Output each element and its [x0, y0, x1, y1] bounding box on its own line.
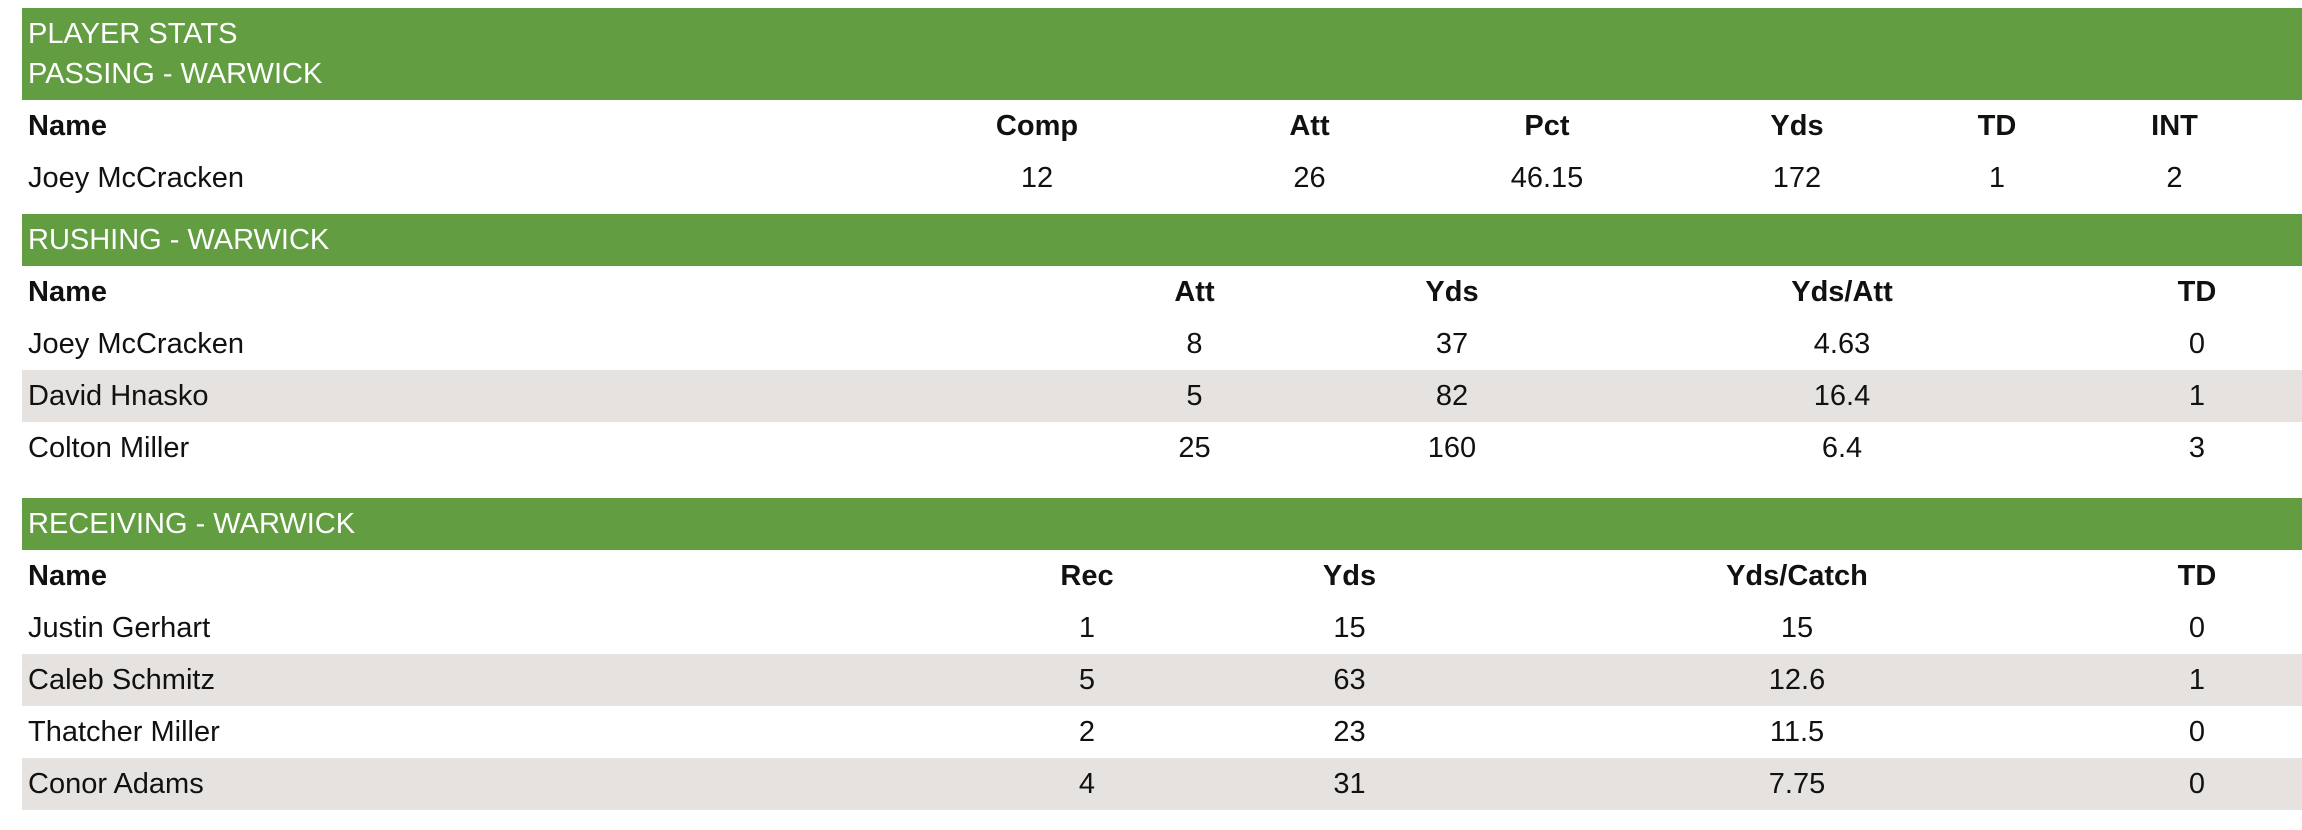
column-header: Yds/Att	[1791, 275, 1893, 308]
stat-cell: 4.63	[1813, 327, 1871, 360]
column-header: Rec	[1060, 559, 1114, 592]
table-row: Joey McCracken 8 37 4.63 0	[22, 318, 2302, 370]
stat-cell: 82	[1312, 370, 1592, 422]
stat-cell: 26	[1293, 161, 1326, 194]
passing-title: PASSING - WARWICK	[28, 58, 323, 90]
column-header: TD	[2177, 275, 2217, 308]
player-name: Caleb Schmitz	[22, 654, 977, 706]
table-row: Colton Miller 25 160 6.4 3	[22, 422, 2302, 474]
player-name: Joey McCracken	[28, 327, 244, 360]
table-row: Joey McCracken 12 26 46.15 172 1 2	[22, 152, 2302, 204]
stat-cell: 31	[1197, 758, 1502, 810]
stat-cell: 5	[1077, 370, 1312, 422]
stat-cell: 5	[977, 654, 1197, 706]
player-name: Conor Adams	[22, 758, 977, 810]
player-name: Thatcher Miller	[28, 715, 220, 748]
stat-cell: 2	[2166, 161, 2183, 194]
column-header: Comp	[995, 109, 1079, 142]
stat-cell: 15	[1333, 611, 1366, 644]
table-row: Thatcher Miller 2 23 11.5 0	[22, 706, 2302, 758]
player-name: Colton Miller	[28, 431, 190, 464]
receiving-section: RECEIVING - WARWICK Name Rec Yds Yds/Cat…	[22, 498, 2302, 810]
stat-cell: 0	[2188, 327, 2206, 360]
stat-cell: 160	[1427, 431, 1477, 464]
rushing-section: RUSHING - WARWICK Name Att Yds Yds/Att T…	[22, 214, 2302, 474]
rushing-title: RUSHING - WARWICK	[22, 214, 2302, 266]
column-header: Name	[28, 275, 107, 308]
column-header: Pct	[1524, 109, 1570, 142]
stat-cell: 12	[1020, 161, 1054, 194]
stat-cell: 1	[2092, 370, 2302, 422]
column-header: Yds/Catch	[1726, 559, 1868, 592]
column-header: Name	[28, 109, 107, 142]
stat-cell: 2	[1078, 715, 1096, 748]
stat-cell: 0	[2188, 611, 2206, 644]
receiving-header-row: Name Rec Yds Yds/Catch TD	[22, 550, 2302, 602]
stat-cell: 6.4	[1821, 431, 1863, 464]
table-row: Conor Adams 4 31 7.75 0	[22, 758, 2302, 810]
passing-section: PLAYER STATS PASSING - WARWICK Name Comp…	[22, 8, 2302, 204]
receiving-table: Name Rec Yds Yds/Catch TD Justin Gerhart…	[22, 550, 2302, 810]
table-row: Caleb Schmitz 5 63 12.6 1	[22, 654, 2302, 706]
stat-cell: 63	[1197, 654, 1502, 706]
stat-cell: 16.4	[1592, 370, 2092, 422]
player-stats-header-bar: PLAYER STATS PASSING - WARWICK	[22, 8, 2302, 100]
stat-cell: 12.6	[1502, 654, 2092, 706]
stat-cell: 1	[1988, 161, 2006, 194]
table-row: Justin Gerhart 1 15 15 0	[22, 602, 2302, 654]
column-header: Yds	[1770, 109, 1824, 142]
rushing-table: Name Att Yds Yds/Att TD Joey McCracken 8…	[22, 266, 2302, 474]
column-header: TD	[1977, 109, 2017, 142]
column-header: Att	[1174, 275, 1215, 308]
player-name: Justin Gerhart	[28, 611, 211, 644]
stat-cell: 8	[1186, 327, 1203, 360]
stat-cell: 172	[1772, 161, 1822, 194]
column-header: TD	[2177, 559, 2217, 592]
stat-cell: 4	[977, 758, 1197, 810]
stat-cell: 3	[2188, 431, 2206, 464]
column-header: INT	[2151, 109, 2198, 142]
stat-cell: 7.75	[1502, 758, 2092, 810]
column-header: Yds	[1425, 275, 1479, 308]
stat-cell: 37	[1435, 327, 1469, 360]
player-stats-title: PLAYER STATS	[28, 18, 238, 50]
column-header: Yds	[1322, 559, 1377, 592]
stat-cell: 46.15	[1510, 161, 1584, 194]
stat-cell: 0	[2092, 758, 2302, 810]
stat-cell: 1	[2092, 654, 2302, 706]
stat-cell: 25	[1178, 431, 1211, 464]
player-name: Joey McCracken	[28, 161, 244, 194]
stat-cell: 0	[2188, 715, 2206, 748]
column-header: Att	[1289, 109, 1330, 142]
receiving-title: RECEIVING - WARWICK	[22, 498, 2302, 550]
stat-cell: 11.5	[1769, 715, 1825, 748]
stat-cell: 15	[1780, 611, 1814, 644]
column-header: Name	[28, 559, 107, 592]
rushing-header-row: Name Att Yds Yds/Att TD	[22, 266, 2302, 318]
passing-header-row: Name Comp Att Pct Yds TD INT	[22, 100, 2302, 152]
stat-cell: 23	[1333, 715, 1366, 748]
table-row: David Hnasko 5 82 16.4 1	[22, 370, 2302, 422]
passing-table: Name Comp Att Pct Yds TD INT Joey McCrac…	[22, 100, 2302, 204]
player-stats-panel: PLAYER STATS PASSING - WARWICK Name Comp…	[22, 8, 2302, 810]
player-name: David Hnasko	[22, 370, 1077, 422]
stat-cell: 1	[1078, 611, 1096, 644]
